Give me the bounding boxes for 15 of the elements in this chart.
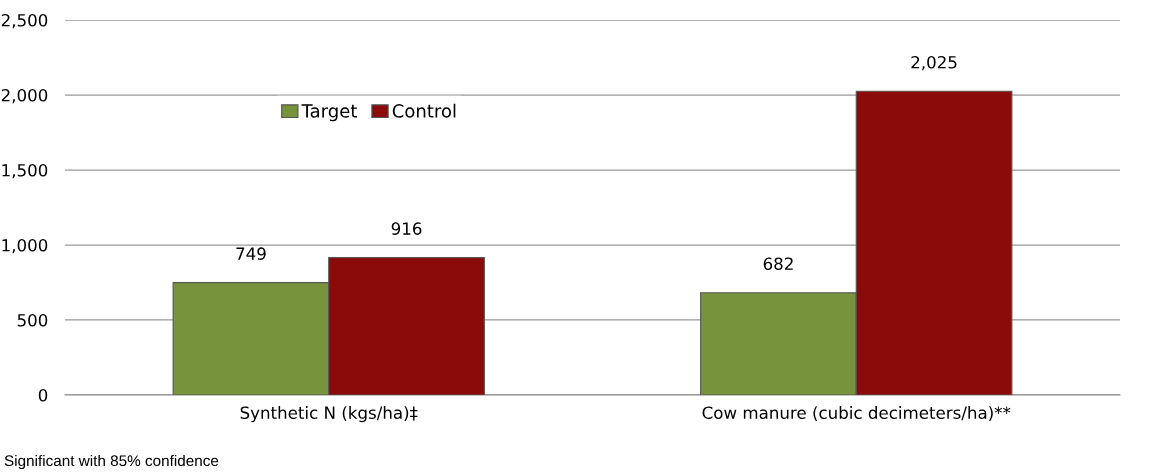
y-tick-label: 1,500	[2, 163, 48, 179]
y-tick-label: 2,000	[1, 88, 48, 104]
legend-label: Control	[392, 103, 456, 118]
text: Significant with 85% confidence	[4, 454, 219, 470]
x-tick-label: Cow manure (cubic decimeters/ha)**	[702, 406, 1011, 421]
x-tick-label: Synthetic N (kgs/ha)‡	[240, 406, 418, 423]
y-tick-label: 2,500	[1, 13, 48, 29]
data-label: 2,025	[911, 55, 957, 71]
y-tick-label: 500	[17, 313, 48, 327]
y-tick-label: 0	[38, 388, 48, 402]
legend-label: Target	[301, 104, 357, 122]
data-label: 916	[391, 222, 422, 235]
y-tick-label: 1,000	[2, 238, 48, 254]
data-label: 749	[236, 247, 266, 260]
data-label: 682	[763, 257, 793, 271]
